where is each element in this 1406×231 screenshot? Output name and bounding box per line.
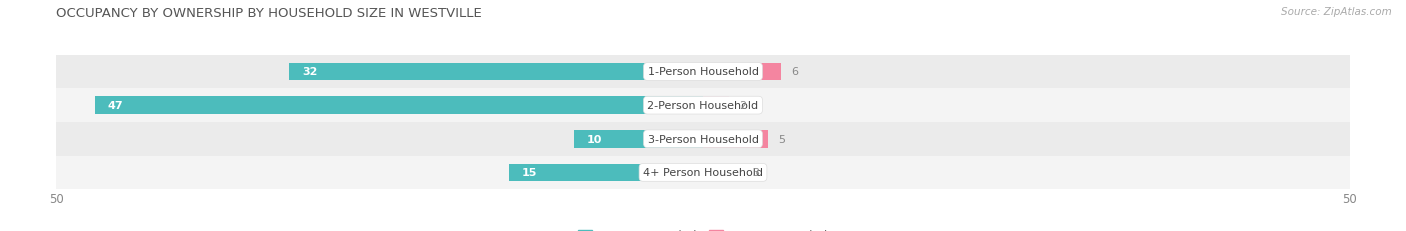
Text: 3: 3 — [752, 168, 759, 178]
Text: 2: 2 — [740, 101, 747, 111]
Bar — [56, 55, 1350, 89]
Bar — [96, 97, 703, 114]
Legend: Owner-occupied, Renter-occupied: Owner-occupied, Renter-occupied — [572, 225, 834, 231]
Bar — [703, 131, 768, 148]
Bar — [290, 64, 703, 81]
Bar — [703, 64, 780, 81]
Bar — [56, 122, 1350, 156]
Bar — [509, 164, 703, 181]
Text: 47: 47 — [108, 101, 124, 111]
Text: 1-Person Household: 1-Person Household — [648, 67, 758, 77]
Text: 15: 15 — [522, 168, 537, 178]
Text: 4+ Person Household: 4+ Person Household — [643, 168, 763, 178]
Text: 32: 32 — [302, 67, 318, 77]
Bar — [56, 156, 1350, 189]
Text: 5: 5 — [778, 134, 785, 144]
Bar — [703, 97, 728, 114]
Text: 10: 10 — [586, 134, 602, 144]
Text: OCCUPANCY BY OWNERSHIP BY HOUSEHOLD SIZE IN WESTVILLE: OCCUPANCY BY OWNERSHIP BY HOUSEHOLD SIZE… — [56, 7, 482, 20]
Bar — [703, 164, 742, 181]
Bar — [574, 131, 703, 148]
Text: 2-Person Household: 2-Person Household — [647, 101, 759, 111]
Text: Source: ZipAtlas.com: Source: ZipAtlas.com — [1281, 7, 1392, 17]
Text: 6: 6 — [792, 67, 799, 77]
Text: 3-Person Household: 3-Person Household — [648, 134, 758, 144]
Bar — [56, 89, 1350, 122]
